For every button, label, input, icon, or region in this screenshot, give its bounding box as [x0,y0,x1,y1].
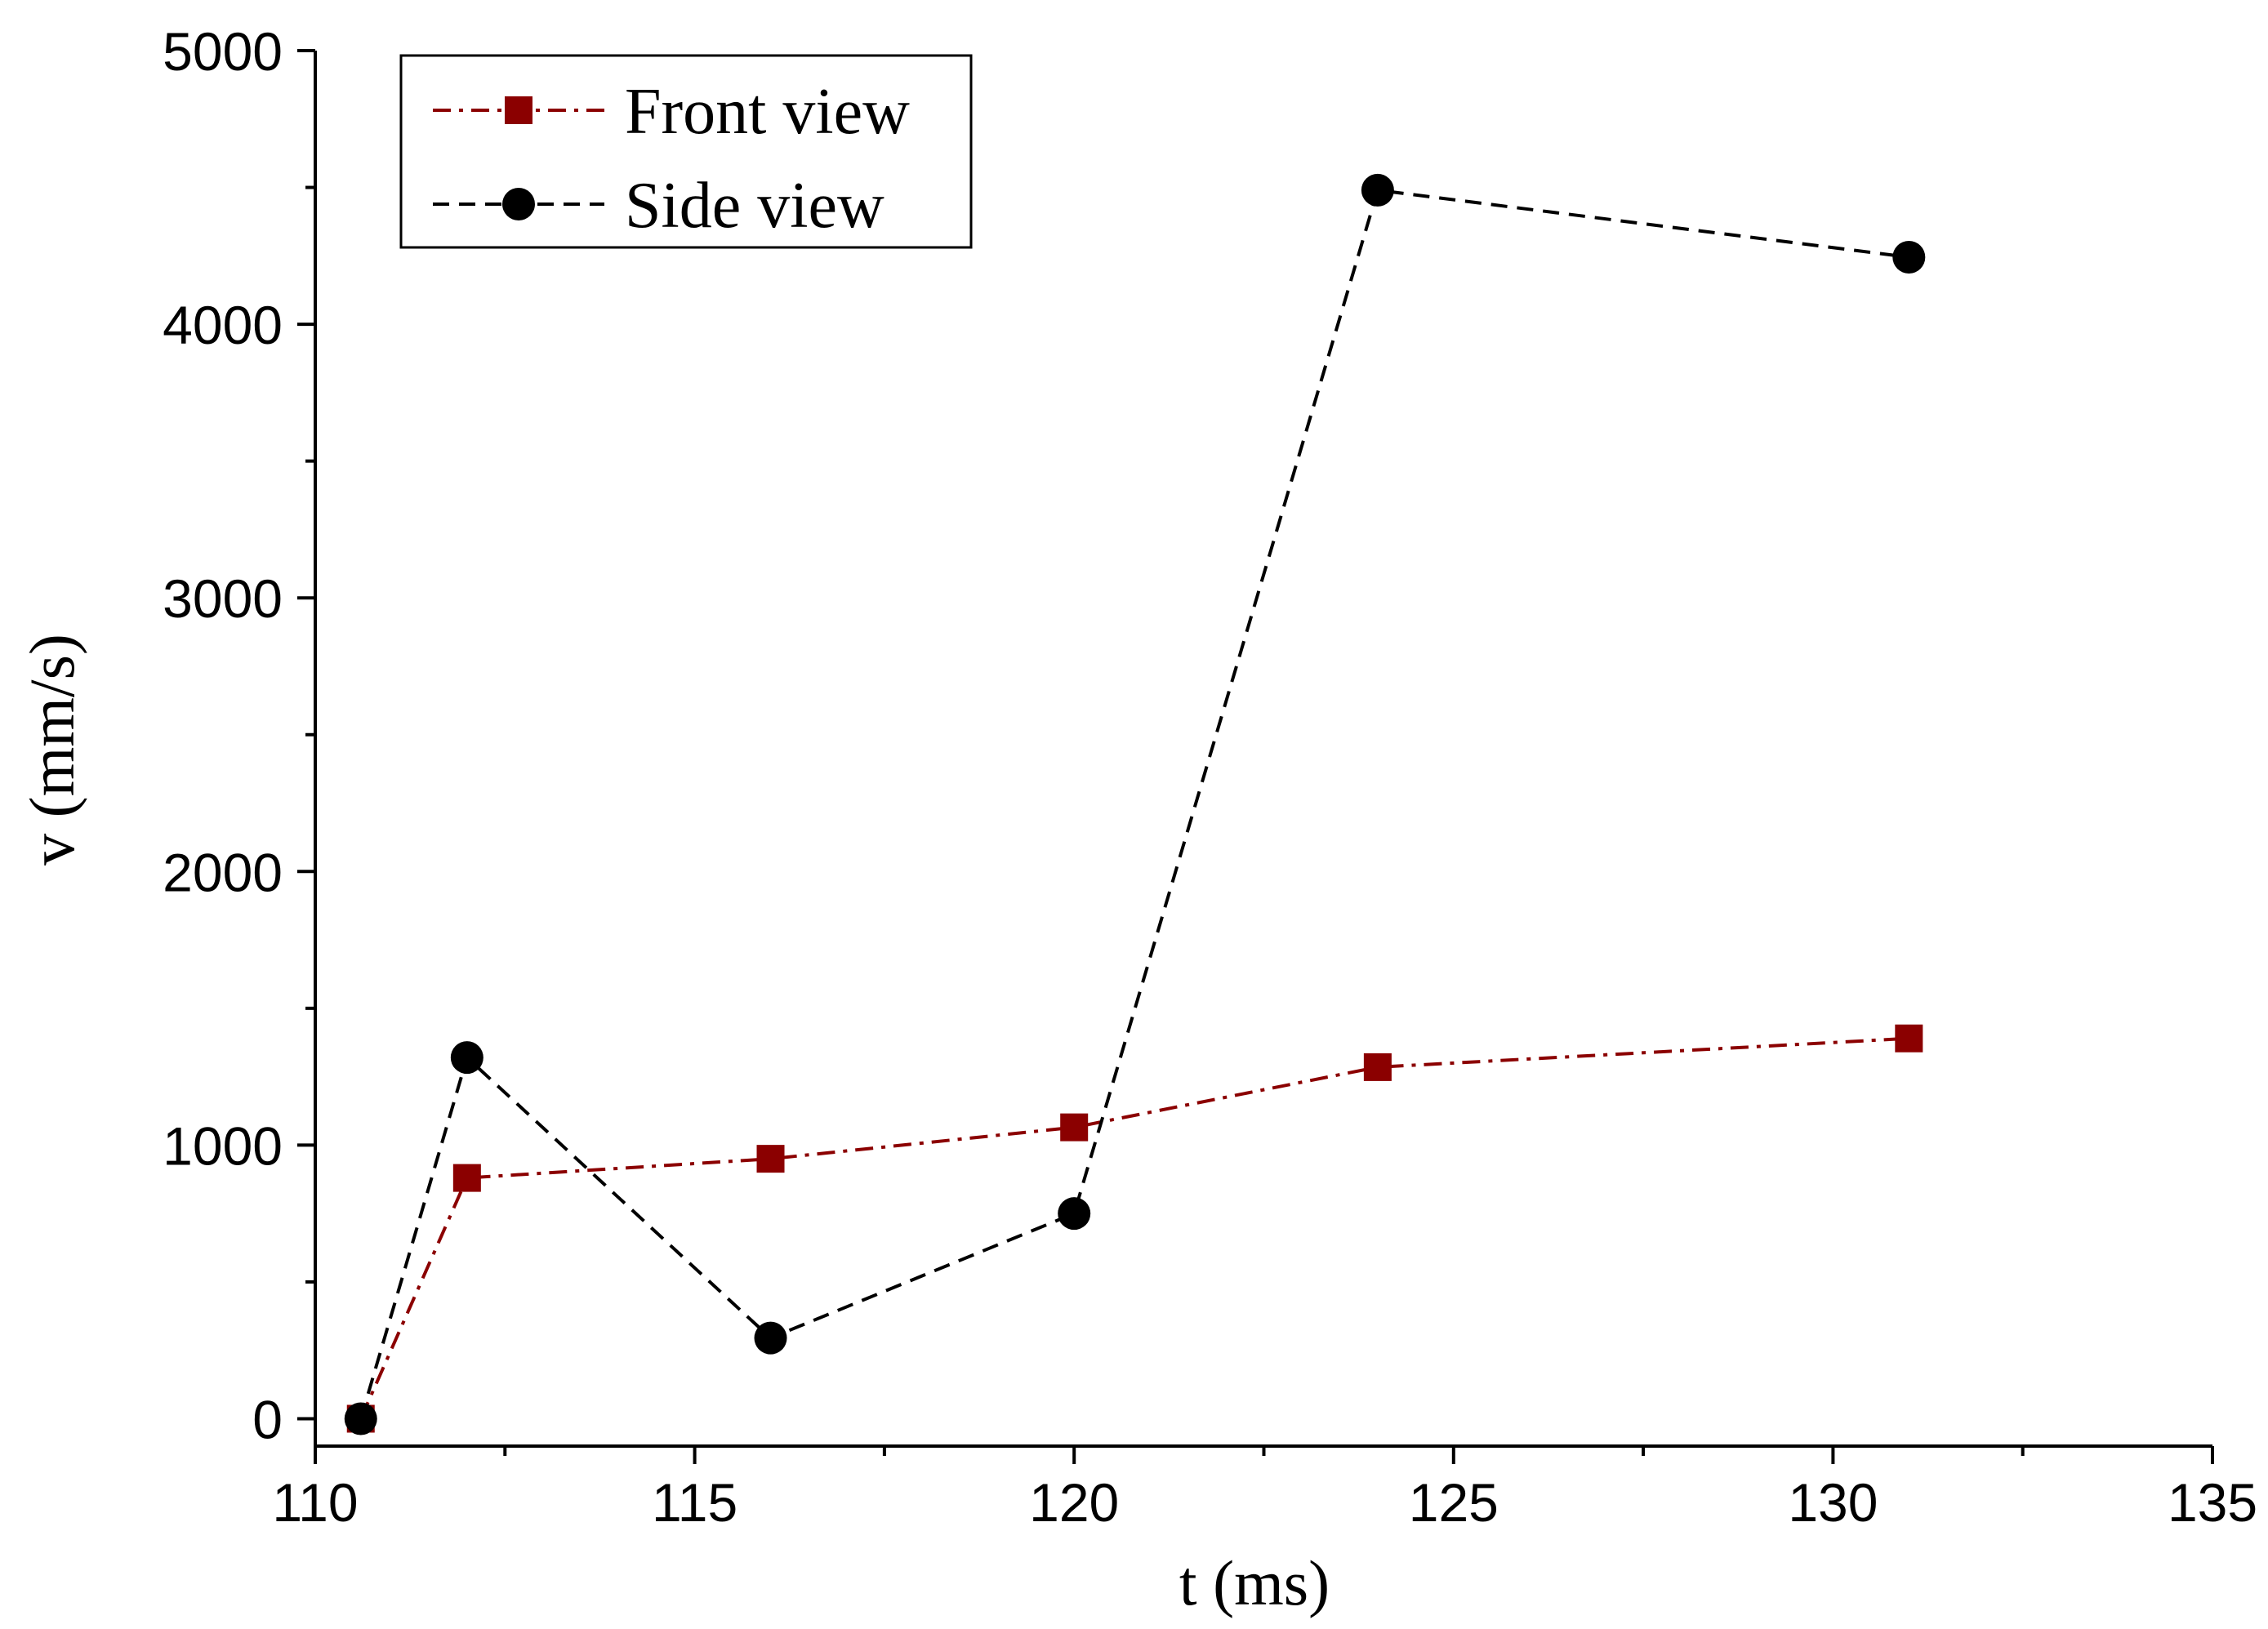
y-tick-label: 3000 [163,568,283,629]
legend: Front view Side view [399,54,973,249]
data-point-front-view [1060,1113,1089,1142]
y-axis-label: v (mm/s) [16,634,87,866]
legend-label-side: Side view [625,170,884,242]
series-group [344,173,1926,1435]
data-point-front-view [1895,1024,1923,1053]
data-point-side-view [1892,240,1926,274]
legend-marker-side [502,188,535,220]
x-tick-label: 115 [652,1472,737,1533]
legend-label-front: Front view [625,76,910,148]
y-tick-label: 2000 [163,842,283,902]
data-point-front-view [452,1164,481,1192]
data-point-side-view [754,1321,787,1355]
x-tick-label: 125 [1409,1472,1499,1533]
data-point-front-view [1363,1053,1392,1081]
y-tick-label: 1000 [163,1115,283,1176]
series-line-side-view [359,188,1909,1420]
data-point-side-view [450,1041,483,1075]
y-tick-label: 0 [252,1389,283,1449]
x-tick-label: 110 [272,1472,358,1533]
data-point-side-view [1361,173,1394,207]
legend-marker-front [505,96,532,124]
x-tick-label: 135 [2168,1472,2257,1533]
legend-box [399,54,973,249]
x-tick-label: 120 [1029,1472,1119,1533]
axes: 110 115 120 125 130 135 0 1000 2000 3000 4000 5000 [163,21,2257,1533]
x-tick-label: 130 [1788,1472,1878,1533]
y-tick-label: 5000 [163,21,283,82]
y-tick-label: 4000 [163,295,283,355]
data-point-side-view [344,1402,377,1435]
data-point-side-view [1058,1197,1091,1231]
series-line-front-view [359,1036,1909,1420]
x-axis-label: t (ms) [1179,1547,1330,1618]
data-point-front-view [756,1145,785,1173]
